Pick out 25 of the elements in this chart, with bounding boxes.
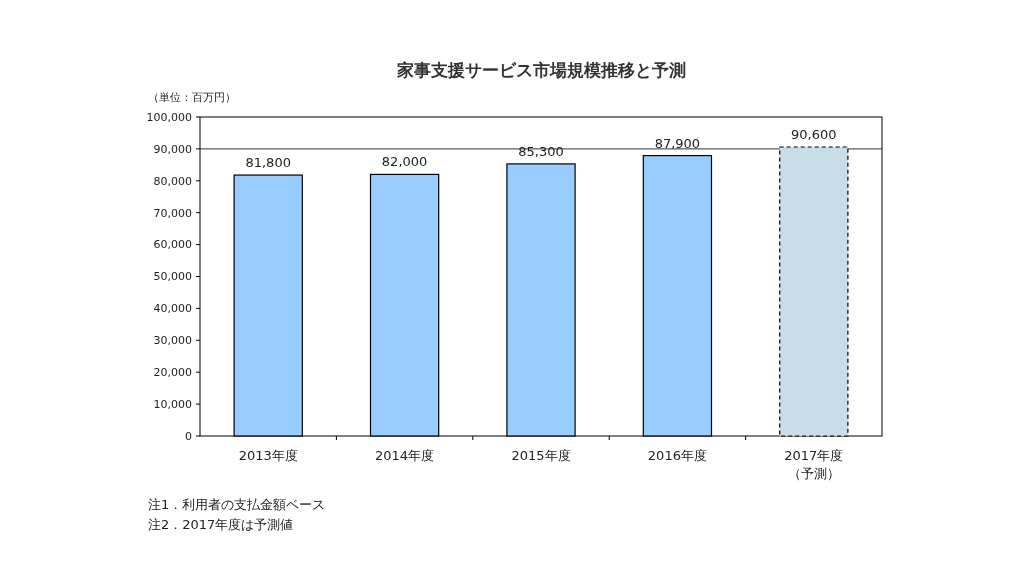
data-label: 87,900 — [654, 135, 701, 151]
y-tick-label: 10,000 — [153, 397, 192, 411]
text: 注1．利用者の支払金額ベース — [148, 497, 326, 512]
y-axis-title: （単位：百万円） — [148, 91, 236, 104]
y-tick-label: 40,000 — [153, 302, 192, 316]
y-tick-label: 50,000 — [153, 270, 192, 284]
y-tick-label: 20,000 — [153, 366, 192, 380]
x-tick-label: 2015年度 — [511, 448, 571, 463]
y-tick-label: 0 — [185, 429, 192, 443]
data-label: 90,600 — [791, 126, 837, 142]
x-tick-label: 2016年度 — [647, 448, 707, 463]
x-tick-label: 2014年度 — [375, 448, 435, 463]
text: 注2．2017年度は予測値 — [148, 517, 294, 532]
chart-title: 家事支援サービス市場規模推移と予測 — [395, 60, 686, 80]
data-label: 82,000 — [381, 154, 428, 170]
data-label: 85,300 — [518, 143, 564, 159]
x-tick-label: 2013年度 — [238, 448, 298, 463]
y-tick-label: 30,000 — [153, 334, 192, 348]
y-tick-label: 90,000 — [153, 142, 192, 156]
y-tick-label: 80,000 — [153, 174, 192, 188]
y-tick-label: 60,000 — [153, 238, 192, 252]
x-tick-label: 2017年度（予測） — [784, 448, 844, 481]
y-tick-label: 100,000 — [146, 110, 192, 124]
data-label: 81,800 — [245, 155, 291, 171]
y-tick-label: 70,000 — [153, 206, 192, 220]
